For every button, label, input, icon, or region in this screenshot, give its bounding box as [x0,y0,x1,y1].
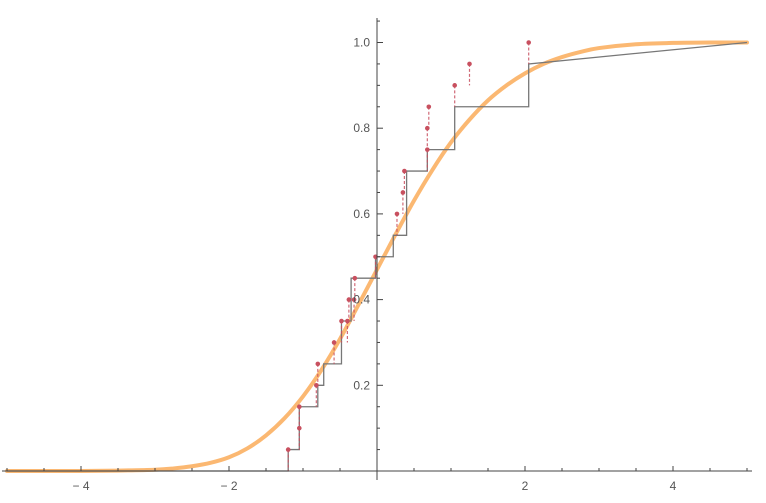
sample-point [425,147,430,152]
sample-point [297,404,302,410]
sample-point [402,168,407,174]
sample-point [331,340,337,345]
sample-point [526,40,531,45]
sample-point [339,318,344,324]
sample-point [400,190,406,195]
sample-point [297,425,302,431]
sample-point [452,83,458,88]
y-tick-label: 0.8 [353,121,370,135]
sample-point [314,383,319,388]
x-tick-label: 2 [522,479,529,493]
x-tick-label: − 2 [220,479,237,493]
sample-point [426,104,432,110]
sample-point [352,275,358,281]
y-tick-label: 0.4 [353,293,370,307]
sample-point [345,318,350,324]
sample-point [285,447,291,452]
y-tick-label: 0.6 [353,207,370,221]
axes: − 4 − 2 2 4 0.2 0.4 0.6 0.8 1.0 [2,18,752,493]
sample-point-layer [285,40,531,452]
sample-point [351,297,357,302]
x-tick-label: − 4 [72,479,89,493]
sample-point [394,211,400,217]
sample-point [315,361,321,367]
y-tick-label: 1.0 [353,36,370,50]
empirical-step-line [7,41,748,472]
sample-point [467,61,472,67]
x-tick-label: 4 [670,479,677,493]
sample-point [346,297,352,302]
sample-point [425,125,430,131]
empirical-step-layer [7,41,748,472]
y-tick-label: 0.2 [353,378,370,392]
sample-dropline-layer [287,42,530,471]
